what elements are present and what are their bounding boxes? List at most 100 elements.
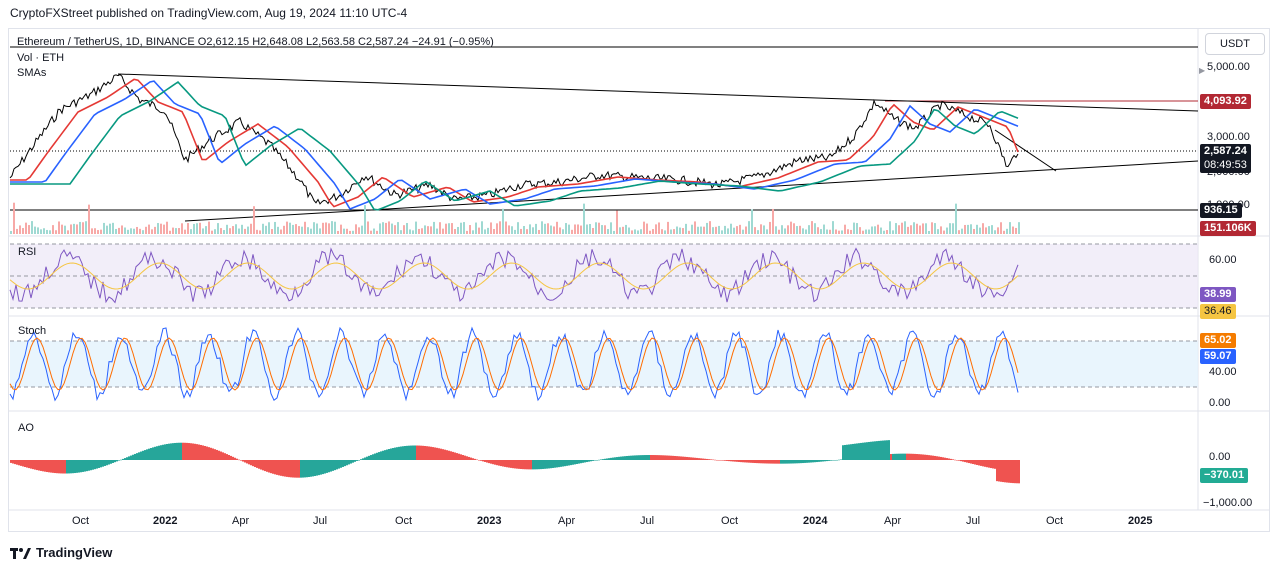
last-price-badge: 2,587.24: [1200, 144, 1251, 159]
ao-bar: [656, 455, 658, 460]
ao-bar: [668, 455, 670, 460]
ao-bar: [220, 451, 222, 460]
ao-bar: [750, 460, 752, 463]
ao-bar: [254, 460, 256, 468]
volume-bar: [514, 229, 516, 234]
sma-legend[interactable]: SMAs: [17, 67, 47, 79]
volume-legend[interactable]: Vol · ETH: [17, 52, 65, 64]
ao-bar: [980, 460, 982, 466]
chart-frame[interactable]: [8, 28, 1270, 532]
volume-bar: [685, 223, 687, 234]
ao-bar: [854, 443, 856, 460]
scroll-arrow-icon[interactable]: ▶: [1199, 66, 1206, 75]
ao-bar: [818, 460, 820, 462]
volume-bar: [598, 222, 600, 234]
volume-bar: [271, 229, 273, 234]
volume-bar: [706, 222, 708, 234]
volume-bar: [115, 228, 117, 234]
volume-bar: [790, 221, 792, 234]
ao-bar: [56, 460, 58, 474]
volume-bar: [214, 229, 216, 234]
ao-bar: [1008, 460, 1010, 483]
stoch-label[interactable]: Stoch: [18, 325, 47, 337]
ao-bar: [360, 459, 362, 460]
ao-bar: [672, 455, 674, 460]
ao-label[interactable]: AO: [18, 422, 34, 434]
ao-bar: [1002, 460, 1004, 483]
volume-bar: [985, 227, 987, 234]
volume-bar: [430, 226, 432, 234]
volume-bar: [202, 228, 204, 234]
volume-bar: [193, 223, 195, 234]
ohlc-change: −24.91 (−0.95%): [411, 36, 494, 48]
ao-bar: [450, 451, 452, 460]
volume-bar: [700, 226, 702, 234]
volume-bar: [898, 225, 900, 234]
volume-bar: [469, 225, 471, 234]
volume-bar: [751, 209, 753, 234]
ao-bar: [462, 454, 464, 460]
ao-bar: [570, 460, 572, 466]
volume-bar: [478, 227, 480, 234]
ao-bar: [546, 460, 548, 469]
ao-bar: [50, 460, 52, 473]
volume-bar: [385, 222, 387, 234]
ao-bar: [566, 460, 568, 466]
ao-bar: [804, 460, 806, 463]
ao-bar: [38, 460, 40, 471]
currency-selector[interactable]: USDT: [1205, 33, 1265, 55]
ao-bar: [958, 460, 960, 461]
volume-bar: [697, 226, 699, 234]
ao-bar: [400, 446, 402, 460]
volume-bar: [133, 228, 135, 234]
ao-bar: [270, 460, 272, 474]
ao-bar: [770, 460, 772, 464]
ao-bar: [564, 460, 566, 467]
volume-bar: [946, 227, 948, 234]
volume-bar: [490, 222, 492, 234]
volume-bar: [976, 224, 978, 234]
volume-bar: [10, 230, 12, 234]
volume-bar: [802, 228, 804, 234]
ao-bar: [412, 445, 414, 460]
rsi-label[interactable]: RSI: [18, 246, 37, 258]
ao-bar: [286, 460, 288, 477]
ao-bar: [430, 446, 432, 460]
descending-trendline: [117, 73, 1199, 112]
volume-bar: [391, 223, 393, 234]
volume-bar: [565, 223, 567, 234]
volume-bar: [415, 221, 417, 234]
ao-bar: [590, 460, 592, 462]
symbol-header[interactable]: Ethereum / TetherUS, 1D, BINANCE O2,612.…: [17, 36, 494, 48]
ao-bar: [806, 460, 808, 463]
volume-bar: [1009, 222, 1011, 234]
ao-bar: [638, 455, 640, 460]
volume-bar: [367, 221, 369, 234]
ao-bar: [34, 460, 36, 470]
ao-bar: [568, 460, 570, 466]
ao-bar: [398, 446, 400, 460]
ao-bar: [574, 460, 576, 465]
ao-bar: [242, 460, 244, 462]
ao-bar: [112, 460, 114, 463]
volume-bar: [610, 222, 612, 234]
ao-bar: [800, 460, 802, 464]
volume-bar: [727, 228, 729, 234]
time-axis-label: Jul: [966, 515, 981, 527]
ao-bar: [892, 453, 894, 460]
volume-bar: [961, 228, 963, 234]
volume-bar: [166, 221, 168, 234]
volume-bar: [505, 221, 507, 234]
ao-bar: [978, 460, 980, 466]
volume-bar: [331, 221, 333, 234]
volume-bar: [817, 227, 819, 234]
tradingview-brand: TradingView: [36, 545, 113, 560]
volume-bar: [253, 206, 255, 234]
tradingview-footer[interactable]: TradingView: [10, 545, 112, 560]
ao-bar: [670, 455, 672, 460]
ao-bar: [734, 460, 736, 462]
volume-bar: [847, 229, 849, 234]
volume-bar: [670, 229, 672, 234]
price-tick: 5,000.00: [1207, 61, 1250, 73]
